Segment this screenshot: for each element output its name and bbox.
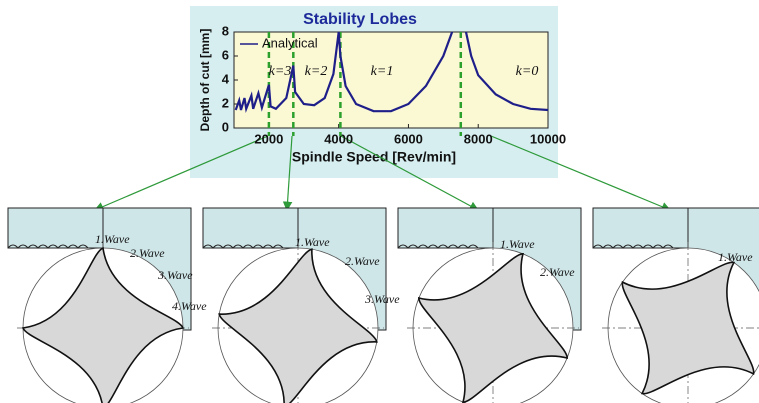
legend-label: Analytical bbox=[262, 35, 318, 50]
annotation: k=3 bbox=[269, 64, 292, 79]
cutter bbox=[218, 248, 378, 403]
y-axis-label: Depth of cut [mm] bbox=[198, 29, 212, 132]
wave-label: 1.Wave bbox=[500, 237, 535, 251]
wave-label: 3.Wave bbox=[364, 292, 400, 306]
surface-waves bbox=[397, 244, 479, 249]
annotation: k=0 bbox=[516, 64, 539, 79]
cutter bbox=[21, 246, 185, 403]
wave-label: 4.Wave bbox=[172, 299, 207, 313]
y-tick-label: 8 bbox=[222, 23, 229, 38]
annotation: k=1 bbox=[371, 64, 394, 79]
wave-label: 2.Wave bbox=[130, 246, 165, 260]
wave-label: 2.Wave bbox=[345, 254, 380, 268]
x-axis-label: Spindle Speed [Rev/min] bbox=[292, 149, 456, 165]
x-tick-label: 6000 bbox=[394, 131, 423, 146]
x-tick-label: 10000 bbox=[530, 131, 566, 146]
wave-label: 1.Wave bbox=[295, 235, 330, 249]
surface-waves bbox=[592, 244, 674, 249]
data-line bbox=[234, 31, 549, 113]
wave-label: 1.Wave bbox=[718, 250, 753, 264]
x-tick-label: 8000 bbox=[464, 131, 493, 146]
y-tick-label: 0 bbox=[222, 119, 229, 134]
annotation: k=2 bbox=[305, 64, 328, 79]
y-tick-label: 6 bbox=[222, 47, 229, 62]
wave-label: 3.Wave bbox=[157, 268, 193, 282]
x-tick-label: 2000 bbox=[254, 131, 283, 146]
tool-panel: 1.Wave bbox=[592, 207, 759, 403]
x-tick-label: 4000 bbox=[324, 131, 353, 146]
y-tick-label: 2 bbox=[222, 95, 229, 110]
cutter bbox=[418, 253, 568, 403]
surface-waves bbox=[202, 244, 284, 249]
surface-waves bbox=[7, 244, 89, 249]
tool-panel: 1.Wave 2.Wave bbox=[397, 207, 582, 403]
wave-label: 2.Wave bbox=[540, 265, 575, 279]
chart-title: Stability Lobes bbox=[303, 11, 417, 28]
wave-label: 1.Wave bbox=[95, 232, 130, 246]
arrows bbox=[93, 135, 672, 212]
y-tick-label: 4 bbox=[222, 71, 230, 86]
tool-panel: 1.Wave 2.Wave 3.Wave bbox=[202, 207, 400, 403]
cutter bbox=[621, 261, 755, 395]
